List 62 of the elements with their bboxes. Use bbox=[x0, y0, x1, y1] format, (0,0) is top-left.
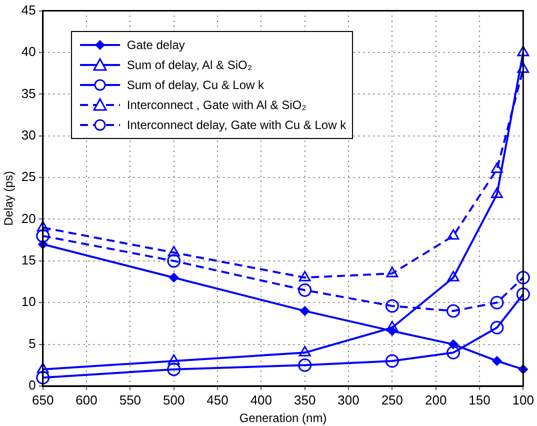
point bbox=[298, 346, 311, 356]
legend-label: Sum of delay, Al & SiO₂ bbox=[126, 58, 252, 72]
point bbox=[385, 299, 399, 313]
legend-label: Interconnect delay, Gate with Cu & Low k bbox=[126, 118, 346, 132]
y-tick-label: 35 bbox=[21, 86, 36, 101]
point bbox=[167, 362, 181, 376]
point bbox=[516, 270, 530, 284]
x-tick-label: 500 bbox=[163, 392, 185, 408]
legend-label: Gate delay bbox=[126, 38, 185, 52]
x-tick-label: 300 bbox=[338, 392, 360, 408]
x-tick-label: 450 bbox=[206, 392, 228, 408]
x-tick-label: 150 bbox=[468, 392, 490, 408]
point bbox=[387, 326, 397, 336]
point bbox=[491, 162, 503, 173]
point bbox=[386, 320, 398, 332]
y-tick-label: 10 bbox=[21, 294, 36, 310]
y-tick-label: 15 bbox=[21, 252, 36, 268]
point bbox=[517, 62, 530, 73]
legend-label: Interconnect , Gate with Al & SiO₂ bbox=[126, 98, 306, 112]
point bbox=[447, 229, 460, 240]
x-tick-label: 100 bbox=[512, 392, 534, 408]
x-tick-label: 550 bbox=[119, 392, 142, 408]
y-tick-label: 20 bbox=[21, 210, 36, 226]
point bbox=[490, 296, 504, 310]
y-tick-label: 25 bbox=[21, 169, 36, 184]
point bbox=[386, 266, 398, 278]
point bbox=[298, 358, 312, 372]
point bbox=[167, 254, 181, 268]
x-tick-label: 250 bbox=[381, 392, 404, 408]
point bbox=[448, 340, 458, 350]
point bbox=[36, 362, 49, 374]
point bbox=[446, 346, 460, 360]
point bbox=[492, 356, 502, 366]
x-tick-label: 400 bbox=[250, 392, 272, 408]
y-tick-label: 40 bbox=[21, 44, 36, 60]
legend-label: Sum of delay, Cu & Low k bbox=[126, 78, 264, 92]
point bbox=[491, 187, 503, 198]
x-tick-label: 600 bbox=[76, 392, 98, 408]
x-tick-label: 200 bbox=[424, 392, 447, 408]
y-tick-label: 5 bbox=[28, 336, 36, 351]
y-tick-label: 0 bbox=[28, 378, 36, 393]
point bbox=[298, 270, 311, 282]
y-tick-label: 45 bbox=[21, 2, 36, 18]
point bbox=[517, 46, 530, 56]
point bbox=[447, 270, 460, 282]
point bbox=[36, 229, 50, 243]
x-tick-label: 650 bbox=[32, 392, 54, 408]
x-axis-title: Generation (nm) bbox=[239, 411, 327, 426]
point bbox=[385, 354, 399, 368]
y-tick-label: 30 bbox=[21, 127, 36, 142]
point bbox=[300, 306, 310, 316]
point bbox=[490, 320, 504, 334]
point bbox=[36, 220, 49, 232]
point bbox=[36, 370, 50, 384]
y-axis-title: Delay (ps) bbox=[2, 171, 16, 226]
point bbox=[298, 283, 312, 297]
point bbox=[168, 354, 180, 365]
point bbox=[169, 272, 179, 282]
x-tick-label: 350 bbox=[294, 392, 316, 408]
point bbox=[168, 246, 180, 256]
point bbox=[516, 288, 530, 302]
point bbox=[446, 304, 460, 318]
